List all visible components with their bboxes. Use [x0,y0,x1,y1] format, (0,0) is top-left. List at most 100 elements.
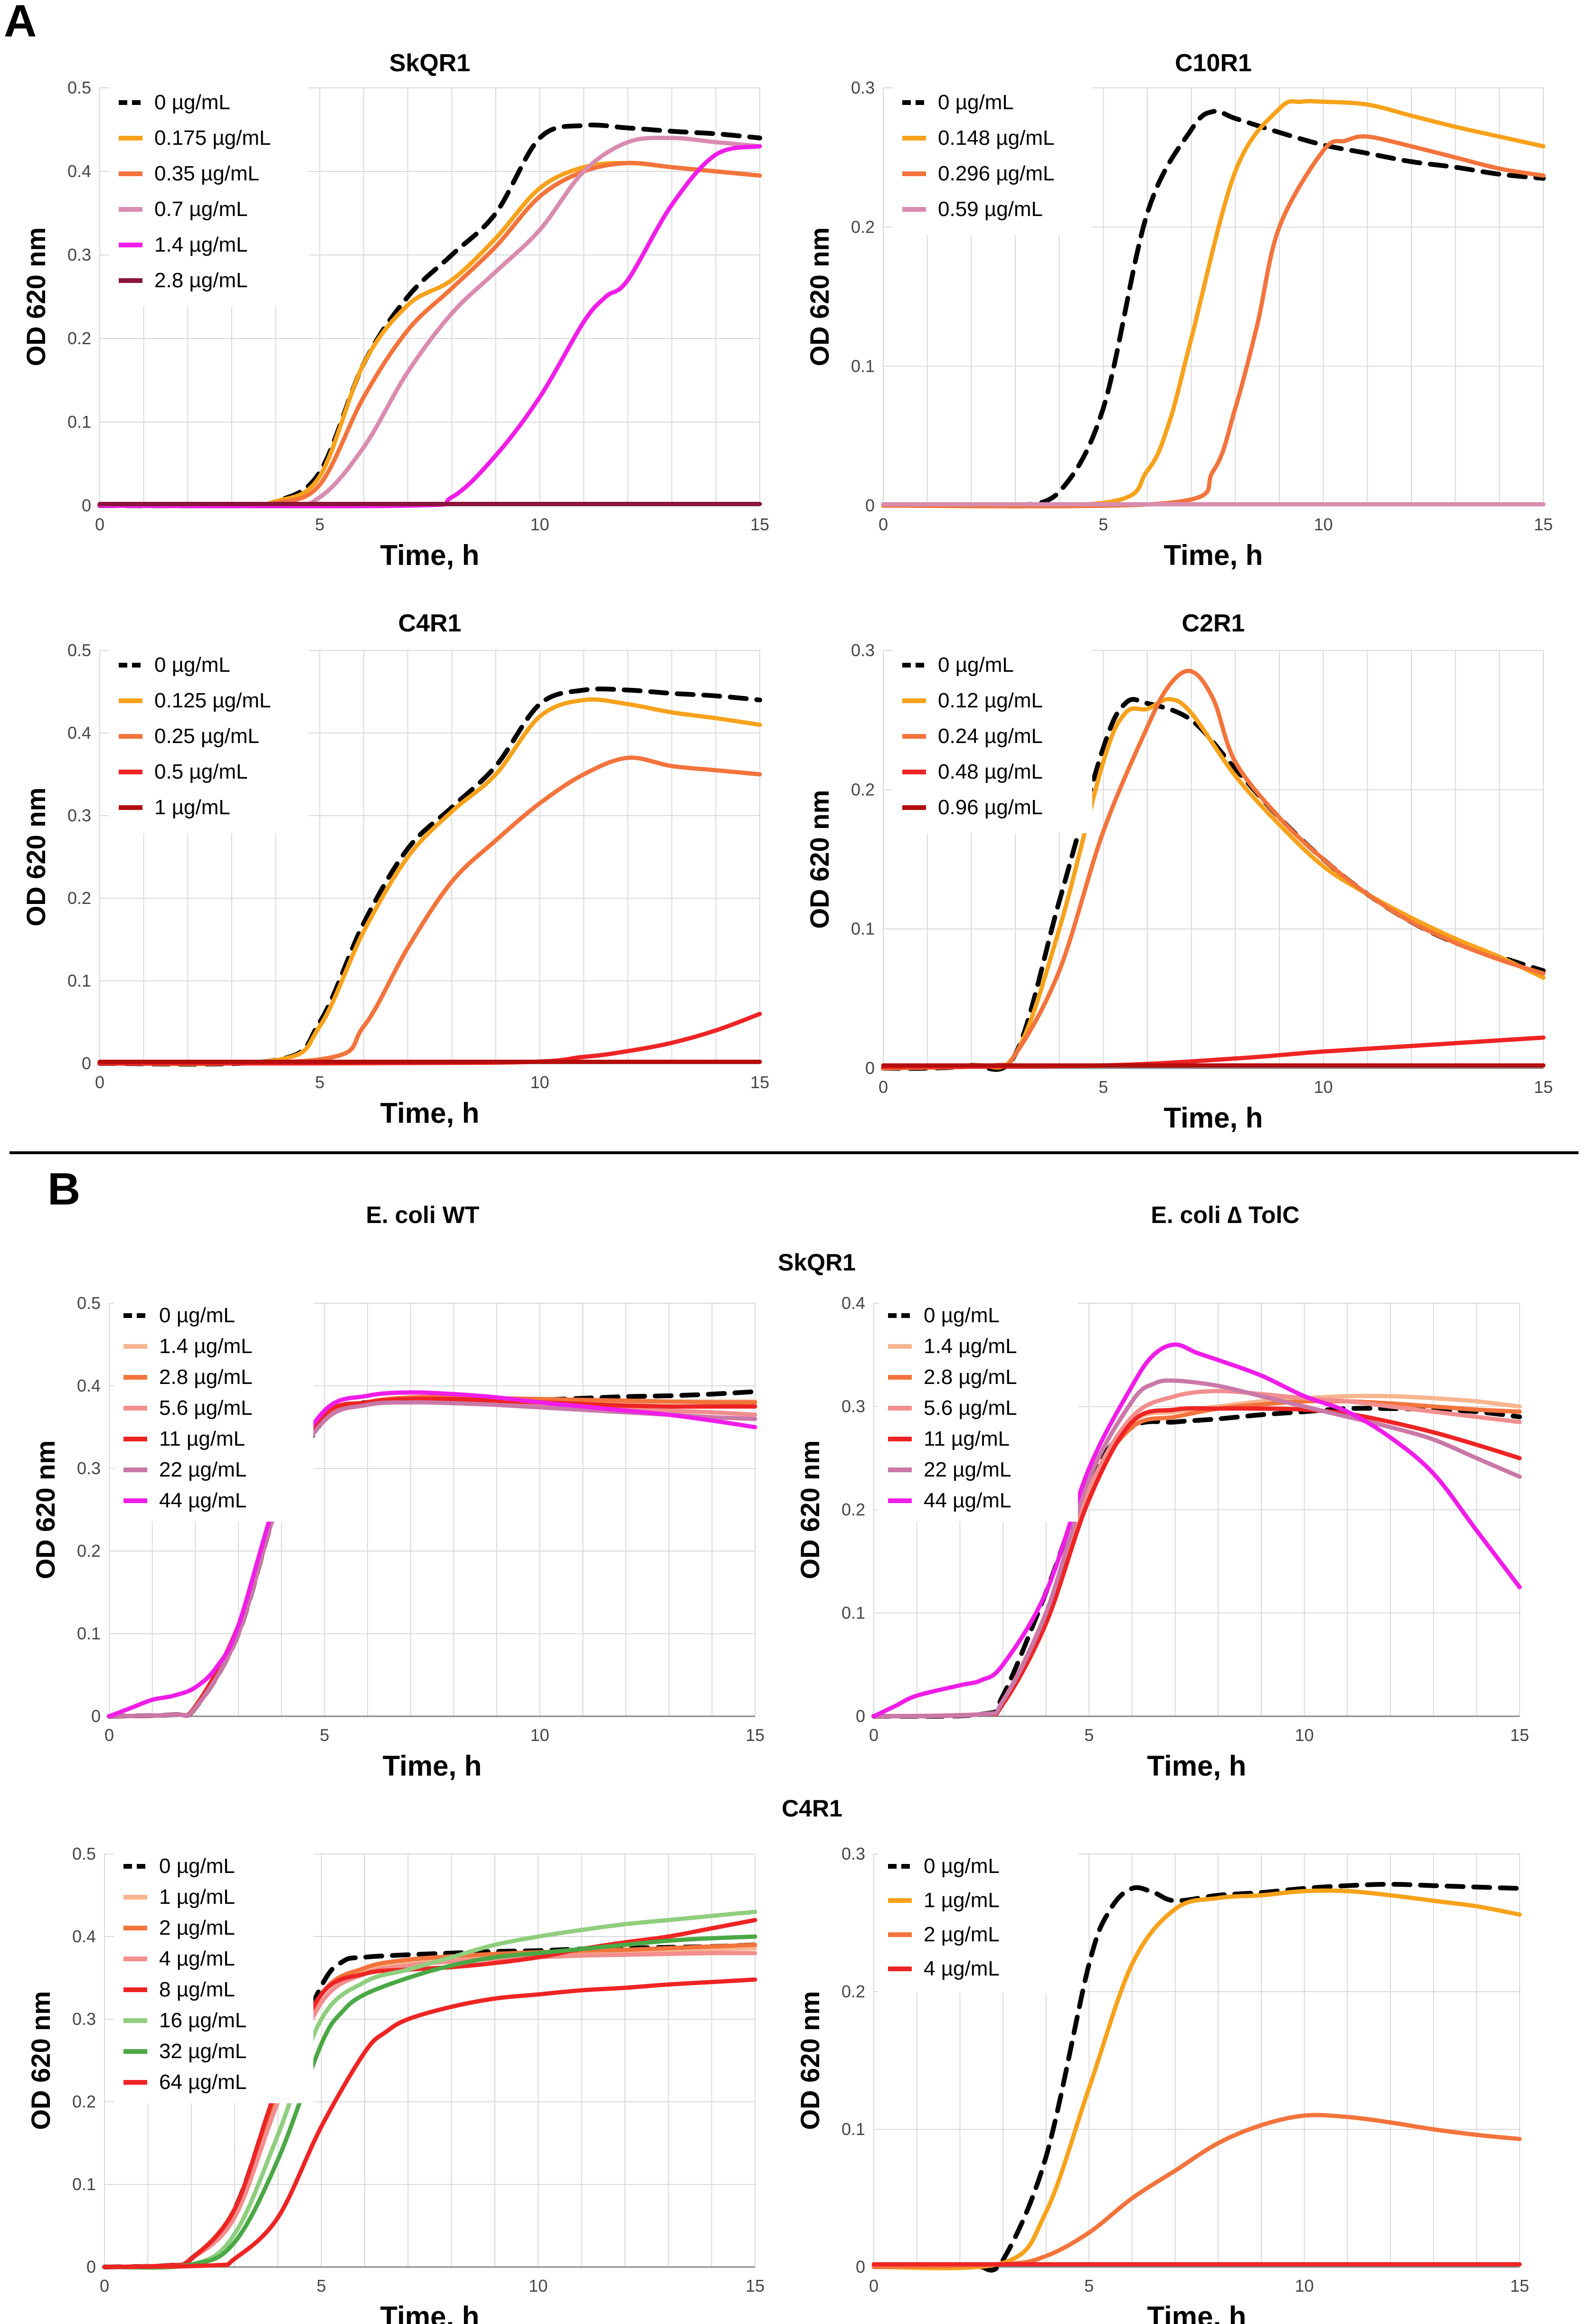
y-axis-label: OD 620 nm [26,1991,56,2130]
y-tick-label: 0.1 [77,1624,101,1643]
legend-label: 5.6 µg/mL [159,1396,253,1420]
legend-label: 0 µg/mL [938,653,1014,677]
y-tick-label: 0.1 [851,357,875,376]
x-tick-label: 5 [320,1725,329,1745]
legend-label: 1 µg/mL [159,1885,235,1909]
x-tick-label: 10 [530,515,549,534]
legend-label: 22 µg/mL [159,1458,246,1481]
x-tick-label: 5 [1098,1077,1108,1097]
legend-label: 44 µg/mL [924,1489,1011,1512]
x-tick-label: 15 [1534,1077,1553,1097]
legend-label: 0.35 µg/mL [154,162,259,185]
legend-label: 0 µg/mL [154,91,230,114]
y-tick-label: 0.4 [67,161,91,181]
legend-label: 2 µg/mL [159,1916,235,1939]
series-line-5 [871,1378,1522,1719]
y-tick-label: 0 [856,1706,865,1726]
x-tick-label: 5 [317,2276,326,2296]
chart-c4r1-a: 0 0.1 0.2 0.3 0.4 0.5 0 5 10 15 C4R1 Time, h OD 620 … [21,610,769,1129]
legend-label: 11 µg/mL [924,1427,1010,1450]
x-tick-label: 0 [879,1077,888,1097]
y-tick-label: 0.3 [77,1458,101,1478]
legend-label: 0.24 µg/mL [938,724,1043,748]
y-tick-label: 0.5 [77,1293,101,1313]
y-tick-label: 0 [91,1706,101,1726]
x-tick-label: 10 [530,1073,549,1092]
y-tick-label: 0.5 [67,640,91,660]
y-axis-label: OD 620 nm [804,227,834,367]
legend-label: 11 µg/mL [159,1427,245,1450]
legend-label: 0 µg/mL [154,653,230,677]
y-tick-label: 0 [865,1058,875,1078]
y-tick-label: 0.2 [72,2092,96,2111]
chart-skqr1-wt: 0 0.1 0.2 0.3 0.4 0.5 0 5 10 15 Time, h OD 620 nm 0 … [30,1293,765,1782]
legend-label: 0 µg/mL [159,1304,235,1327]
x-tick-label: 15 [746,1725,765,1745]
legend-label: 22 µg/mL [924,1458,1011,1481]
y-tick-label: 0.3 [841,1844,865,1863]
y-tick-label: 0.4 [72,1927,96,1946]
x-tick-label: 5 [315,515,324,534]
legend-label: 1.4 µg/mL [154,233,248,256]
legend-label: 1.4 µg/mL [159,1335,253,1358]
legend-label: 0.175 µg/mL [154,126,271,150]
series-line-6 [102,1934,757,2269]
y-tick-label: 0.2 [77,1541,101,1561]
legend-label: 0 µg/mL [924,1304,1000,1327]
chart-skqr1-a: 0 0.1 0.2 0.3 0.4 0.5 0 5 10 15 SkQR1 Time, h OD 620… [21,49,769,571]
legend-label: 0 µg/mL [159,1854,235,1878]
y-tick-label: 0.3 [72,2009,96,2029]
series-line-5 [102,1910,757,2270]
series-line-4 [107,1396,757,1719]
legend-label: 64 µg/mL [159,2070,246,2094]
y-tick-label: 0 [856,2257,865,2277]
x-tick-label: 0 [100,2276,109,2296]
y-axis-label: OD 620 nm [804,790,834,929]
y-tick-label: 0.1 [67,412,91,432]
series-line-6 [107,1390,757,1719]
y-axis-label: OD 620 nm [30,1440,60,1580]
legend-label: 2 µg/mL [924,1923,1000,1946]
y-tick-label: 0.3 [851,640,875,660]
chart-title: C4R1 [398,610,462,637]
y-tick-label: 0.3 [841,1397,865,1416]
legend-label: 4 µg/mL [924,1957,1000,1980]
series-line-0 [97,687,762,1067]
y-axis-label: OD 620 nm [21,788,51,927]
x-axis-label: Time, h [1147,2301,1247,2324]
chart-c4r1-tolc: 0 0.1 0.2 0.3 0 5 10 15 Time, h OD 620 nm 0 µg/mL 1… [795,1844,1529,2324]
y-axis-label: OD 620 nm [795,1440,825,1580]
chart-skqr1-tolc: 0 0.1 0.2 0.3 0.4 0 5 10 15 Time, h OD 620 nm 0 µg/… [795,1293,1529,1782]
x-axis-label: Time, h [1164,1102,1263,1134]
chart-c10r1: 0 0.1 0.2 0.3 0 5 10 15 C10R1 Time, h OD 620 nm 0 µ… [804,49,1553,571]
x-tick-label: 10 [529,2276,548,2296]
y-tick-label: 0.2 [851,217,875,236]
legend-label: 4 µg/mL [159,1947,235,1970]
x-tick-label: 15 [746,2276,765,2296]
chart-c4r1-wt: 0 0.1 0.2 0.3 0.4 0.5 0 5 10 15 Time, h OD 620 nm 0 … [26,1844,765,2324]
legend-label: 0.48 µg/mL [938,760,1043,783]
x-tick-label: 5 [1084,1725,1094,1745]
x-tick-label: 10 [1295,1725,1314,1745]
series-line-2 [881,668,1546,1071]
series-line-3 [102,1951,757,2269]
panel-b-label: B [47,1164,81,1214]
x-axis-label: Time, h [1164,539,1263,571]
y-tick-label: 0 [86,2257,96,2277]
series-line-1 [881,697,1546,1071]
x-tick-label: 0 [869,2276,879,2296]
series-line-0 [1013,109,1546,508]
legend-label: 0.148 µg/mL [938,126,1055,150]
x-tick-label: 15 [1510,1725,1529,1745]
y-tick-label: 0.1 [841,1603,865,1623]
chart-title: C2R1 [1182,610,1245,637]
chart-c2r1: 0 0.1 0.2 0.3 0 5 10 15 C2R1 Time, h OD 620 nm 0 µg… [804,610,1553,1134]
series-line-0 [871,1406,1522,1719]
legend-label: 5.6 µg/mL [924,1396,1017,1420]
series-line-2 [871,2113,1522,2269]
y-tick-label: 0.1 [72,2174,96,2194]
legend-label: 32 µg/mL [159,2040,246,2063]
legend-label: 2.8 µg/mL [159,1365,253,1389]
y-tick-label: 0.3 [851,78,875,97]
x-tick-label: 10 [1314,515,1333,534]
